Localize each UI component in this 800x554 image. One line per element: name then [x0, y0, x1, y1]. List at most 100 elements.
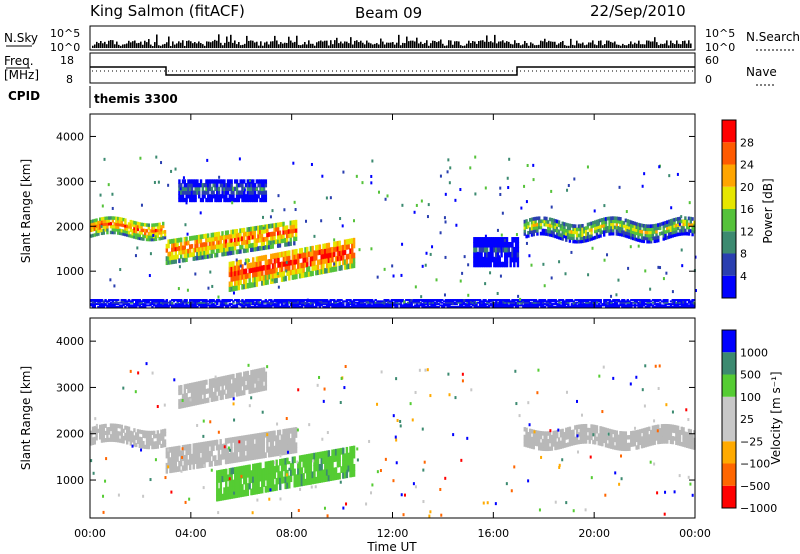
power-cell [295, 301, 298, 304]
nsky-bar [258, 45, 260, 48]
power-cell [532, 303, 536, 306]
power-speckle [217, 295, 220, 299]
nsky-bar [458, 41, 460, 48]
power-cell [250, 197, 253, 203]
power-cell [228, 234, 231, 239]
power-cell [237, 269, 241, 276]
power-cell [201, 300, 205, 303]
power-cell [316, 304, 320, 307]
power-cell [579, 233, 582, 238]
power-cell [241, 190, 244, 195]
power-cell [676, 232, 680, 237]
power-cell [183, 257, 186, 263]
power-cell [460, 304, 464, 307]
power-cell [613, 216, 617, 221]
power-cell [340, 304, 343, 307]
power-cell [581, 300, 584, 303]
power-cell [300, 247, 304, 254]
velocity-cell [223, 448, 226, 455]
power-cell [156, 231, 160, 236]
power-cell [671, 233, 674, 238]
power-cell [235, 237, 239, 242]
nsky-bar [378, 44, 380, 48]
power-cell [276, 239, 280, 244]
power-cell [347, 243, 350, 250]
power-cell [158, 303, 161, 306]
velocity-cell [140, 440, 143, 445]
nsky-bar [362, 42, 364, 48]
power-cell [160, 299, 163, 301]
power-cell [180, 304, 183, 307]
power-cell [198, 299, 201, 301]
power-cell [233, 233, 237, 239]
power-cell [117, 219, 120, 224]
power-cell [484, 256, 487, 263]
power-cell [552, 303, 556, 306]
velocity-cell [262, 385, 266, 391]
velocity-cell [286, 469, 289, 477]
power-cell [205, 299, 208, 301]
power-cell [259, 179, 262, 184]
power-cell [610, 304, 613, 307]
velocity-cell [284, 457, 287, 465]
power-cell [631, 224, 635, 228]
velocity-cell [223, 389, 226, 395]
power-cell [676, 301, 680, 304]
power-cell [347, 253, 350, 260]
power-cell [273, 262, 277, 269]
power-cell [531, 305, 534, 308]
power-cell [118, 231, 122, 236]
velocity-cell [233, 457, 237, 463]
power-cell [493, 301, 496, 304]
power-cell [667, 235, 671, 239]
power-cell [642, 304, 646, 307]
power-speckle [528, 254, 531, 258]
power-cell [451, 301, 455, 304]
power-cell [484, 305, 487, 308]
power-cell [584, 232, 588, 237]
power-cell [180, 183, 183, 188]
power-cell [199, 305, 203, 308]
power-cell [556, 232, 559, 236]
power-cell [196, 305, 199, 308]
velocity-cell [291, 456, 295, 464]
power-cell [561, 224, 564, 229]
velocity-cell [252, 476, 255, 483]
power-cell [608, 231, 611, 236]
velocity-cell [210, 460, 213, 467]
velocity-cell [111, 423, 115, 428]
power-cell [131, 229, 134, 233]
power-cell [102, 301, 106, 304]
power-cell [270, 303, 273, 306]
power-cell [356, 303, 359, 306]
power-cell [199, 246, 203, 252]
power-cell [289, 232, 292, 238]
velocity-cell [223, 375, 226, 381]
velocity-cell [154, 441, 158, 446]
nsky-bar [342, 43, 344, 48]
power-cell [570, 299, 574, 301]
velocity-cell [275, 477, 278, 485]
power-cell [212, 300, 215, 303]
power-cell [678, 300, 682, 303]
power-speckle [499, 274, 502, 278]
velocity-cell [250, 379, 253, 385]
velocity-cell [118, 431, 122, 436]
power-cell [234, 270, 237, 277]
power-cell [612, 303, 615, 306]
power-cell [264, 183, 268, 188]
power-cell [599, 224, 602, 229]
power-cell [354, 304, 358, 307]
velocity-cell [260, 442, 264, 449]
power-cell [280, 299, 284, 301]
power-speckle [272, 240, 275, 244]
power-cell [289, 228, 292, 234]
power-cell [615, 219, 619, 224]
power-cell [448, 300, 451, 303]
power-cell [223, 301, 226, 304]
nsky-bar [334, 40, 336, 48]
power-cell [639, 229, 642, 234]
power-cell [203, 190, 206, 195]
power-speckle [643, 172, 646, 176]
power-cell [345, 263, 349, 270]
